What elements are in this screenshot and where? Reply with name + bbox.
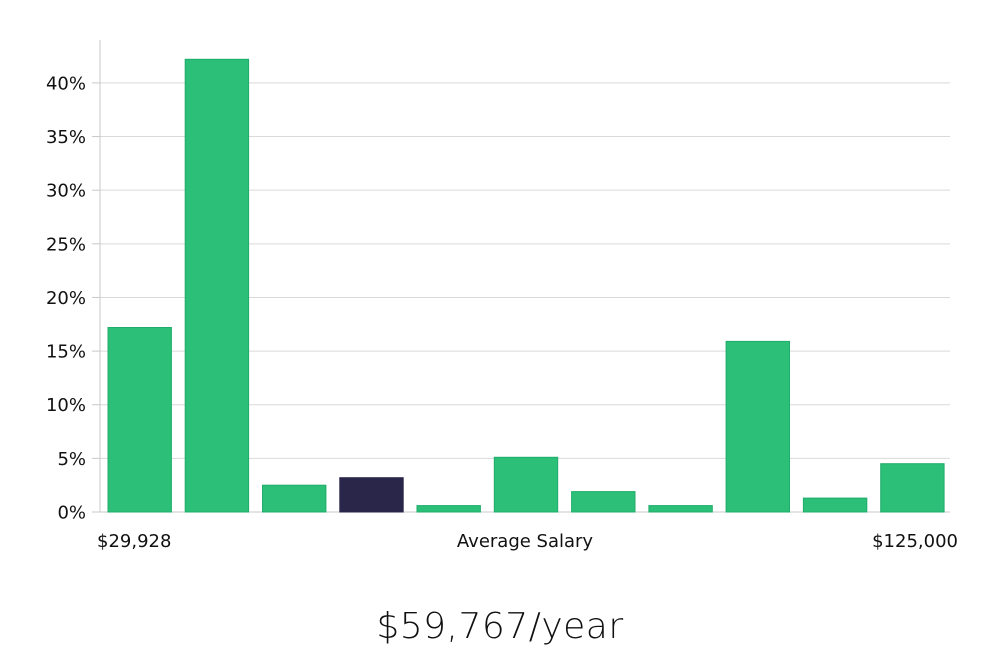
bar-highlight: [339, 477, 404, 513]
average-salary-value: $59,767/year: [376, 606, 624, 647]
bar: [493, 456, 559, 513]
y-tick-label: 15%: [46, 342, 86, 363]
bars: [107, 58, 945, 513]
bar: [648, 505, 713, 513]
y-tick-label: 10%: [46, 395, 86, 416]
y-tick-label: 30%: [46, 181, 86, 202]
x-max-label: $125,000: [872, 531, 958, 552]
y-tick-label: 20%: [46, 288, 86, 309]
bar: [184, 58, 250, 513]
bar: [571, 491, 636, 513]
salary-histogram: 0% 5% 10% 15% 20% 25% 30% 35% 40% $29,928 Averag…: [46, 40, 958, 552]
x-center-label: Average Salary: [457, 531, 594, 552]
y-tick-label: 25%: [46, 234, 86, 255]
bar: [416, 505, 481, 513]
bar: [802, 497, 868, 513]
bar: [725, 340, 790, 513]
bar: [262, 484, 327, 513]
y-tick-label: 35%: [46, 127, 86, 148]
bar: [880, 463, 945, 513]
x-min-label: $29,928: [97, 531, 171, 552]
y-tick-label: 40%: [46, 73, 86, 94]
y-tick-labels: 0% 5% 10% 15% 20% 25% 30% 35% 40%: [46, 73, 100, 524]
y-tick-label: 0%: [57, 503, 86, 524]
bar: [107, 327, 172, 513]
y-tick-label: 5%: [57, 449, 86, 470]
